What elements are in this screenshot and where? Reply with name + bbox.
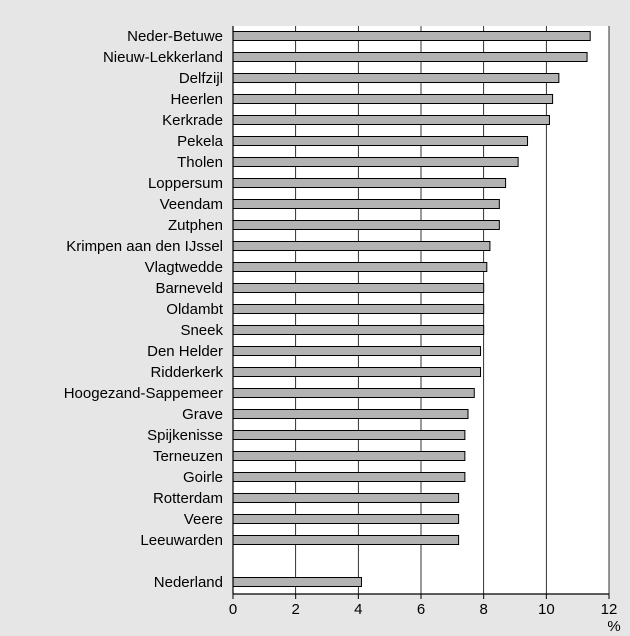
category-label: Leeuwarden (140, 532, 223, 549)
bar-hoogezand-sappemeer (232, 388, 475, 398)
bar-krimpen-aan-den-ijssel (232, 241, 491, 251)
bar-nieuw-lekkerland (232, 52, 588, 62)
bar-rotterdam (232, 493, 460, 503)
category-label: Tholen (177, 154, 223, 171)
category-label: Terneuzen (153, 448, 223, 465)
category-label: Veere (184, 511, 223, 528)
bar-oldambt (232, 304, 485, 314)
category-label: Neder-Betuwe (127, 28, 223, 45)
category-label: Hoogezand-Sappemeer (64, 385, 223, 402)
category-label: Barneveld (155, 280, 223, 297)
x-axis-ticks: 0 2 4 6 8 10 12 (229, 594, 618, 618)
bar-delfzijl (232, 73, 560, 83)
bar-veere (232, 514, 460, 524)
category-labels: Neder-Betuwe Nieuw-Lekkerland Delfzijl Heer… (64, 28, 224, 591)
bar-goirle (232, 472, 466, 482)
tick-label-6: 6 (417, 601, 425, 618)
category-label: Ridderkerk (150, 364, 223, 381)
category-label: Oldambt (166, 301, 224, 318)
bar-grave (232, 409, 469, 419)
category-label: Sneek (180, 322, 223, 339)
bar-zutphen (232, 220, 500, 230)
bar-leeuwarden (232, 535, 460, 545)
category-label: Heerlen (170, 91, 223, 108)
bar-tholen (232, 157, 519, 167)
bar-nederland (232, 577, 362, 587)
tick-label-4: 4 (354, 601, 362, 618)
category-label: Zutphen (168, 217, 223, 234)
bar-ridderkerk (232, 367, 482, 377)
bar-pekela (232, 136, 529, 146)
bar-loppersum (232, 178, 507, 188)
tick-label-10: 10 (538, 601, 555, 618)
x-axis-unit-label: % (607, 618, 620, 635)
category-label: Delfzijl (179, 70, 223, 87)
tick-label-0: 0 (229, 601, 237, 618)
bar-terneuzen (232, 451, 466, 461)
tick-label-2: 2 (291, 601, 299, 618)
bar-kerkrade (232, 115, 550, 125)
category-label: Rotterdam (153, 490, 223, 507)
category-label: Veendam (160, 196, 223, 213)
category-label: Krimpen aan den IJssel (66, 238, 223, 255)
tick-label-12: 12 (601, 601, 618, 618)
category-label: Kerkrade (162, 112, 223, 129)
category-label: Pekela (177, 133, 224, 150)
bar-neder-betuwe (232, 31, 591, 41)
bar-veendam (232, 199, 500, 209)
category-label: Nederland (154, 574, 223, 591)
category-label: Den Helder (147, 343, 223, 360)
category-label: Vlagtwedde (145, 259, 223, 276)
tick-label-8: 8 (479, 601, 487, 618)
category-label: Goirle (183, 469, 223, 486)
bar-heerlen (232, 94, 554, 104)
category-label: Grave (182, 406, 223, 423)
bar-vlagtwedde (232, 262, 488, 272)
bar-den-helder (232, 346, 482, 356)
category-label: Nieuw-Lekkerland (103, 49, 223, 66)
category-label: Loppersum (148, 175, 223, 192)
bar-spijkenisse (232, 430, 466, 440)
bar-barneveld (232, 283, 485, 293)
category-label: Spijkenisse (147, 427, 223, 444)
bar-sneek (232, 325, 485, 335)
